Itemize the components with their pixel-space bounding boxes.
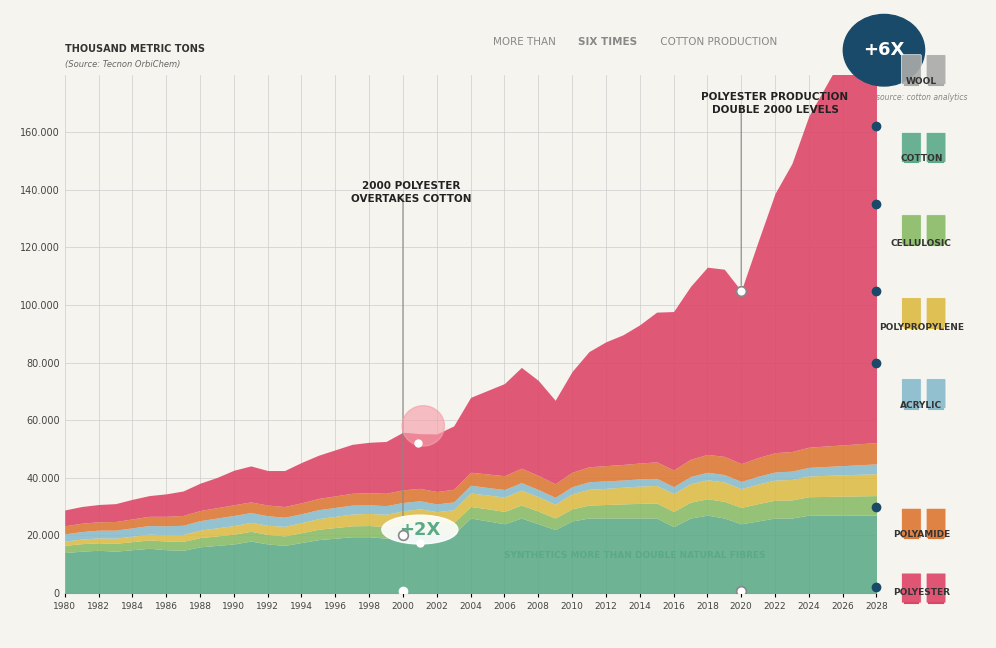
FancyBboxPatch shape	[901, 508, 921, 538]
Text: +2X: +2X	[399, 520, 440, 538]
Text: source: cotton analytics: source: cotton analytics	[875, 93, 967, 102]
FancyBboxPatch shape	[926, 297, 946, 328]
Text: ACRYLIC: ACRYLIC	[900, 400, 942, 410]
Text: +6X: +6X	[864, 41, 904, 59]
Text: THOUSAND METRIC TONS: THOUSAND METRIC TONS	[65, 44, 205, 54]
Text: MORE THAN: MORE THAN	[493, 37, 559, 47]
Text: SIX TIMES: SIX TIMES	[578, 37, 636, 47]
FancyBboxPatch shape	[901, 573, 921, 603]
Text: WOOL: WOOL	[905, 76, 937, 86]
FancyBboxPatch shape	[926, 378, 946, 409]
Ellipse shape	[381, 515, 458, 544]
Text: POLYESTER: POLYESTER	[892, 588, 950, 597]
Text: POLYPROPYLENE: POLYPROPYLENE	[878, 323, 964, 332]
Ellipse shape	[402, 406, 444, 446]
FancyBboxPatch shape	[901, 132, 921, 163]
Text: COTTON: COTTON	[900, 154, 942, 163]
Text: COTTON PRODUCTION: COTTON PRODUCTION	[657, 37, 778, 47]
FancyBboxPatch shape	[926, 573, 946, 603]
FancyBboxPatch shape	[926, 214, 946, 245]
FancyBboxPatch shape	[926, 54, 946, 85]
Text: POLYESTER PRODUCTION
DOUBLE 2000 LEVELS: POLYESTER PRODUCTION DOUBLE 2000 LEVELS	[701, 92, 849, 115]
Text: SYNTHETICS MORE THAN DOUBLE NATURAL FIBRES: SYNTHETICS MORE THAN DOUBLE NATURAL FIBR…	[504, 551, 766, 560]
FancyBboxPatch shape	[901, 378, 921, 409]
FancyBboxPatch shape	[901, 297, 921, 328]
Text: 2000 POLYESTER
OVERTAKES COTTON: 2000 POLYESTER OVERTAKES COTTON	[352, 181, 472, 204]
Text: CELLULOSIC: CELLULOSIC	[890, 238, 952, 248]
FancyBboxPatch shape	[926, 508, 946, 538]
Text: (Source: Tecnon OrbiChem): (Source: Tecnon OrbiChem)	[65, 60, 180, 69]
Circle shape	[844, 14, 924, 86]
FancyBboxPatch shape	[901, 214, 921, 245]
Text: POLYAMIDE: POLYAMIDE	[892, 530, 950, 539]
FancyBboxPatch shape	[901, 54, 921, 85]
FancyBboxPatch shape	[926, 132, 946, 163]
